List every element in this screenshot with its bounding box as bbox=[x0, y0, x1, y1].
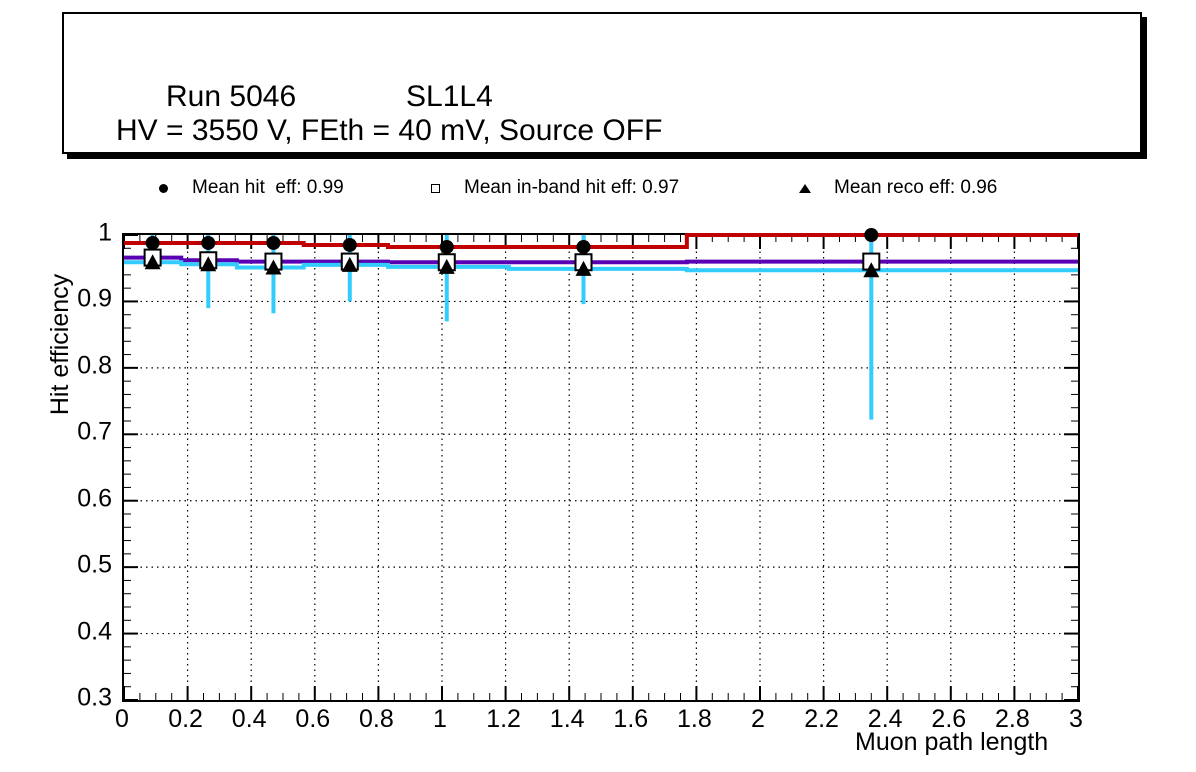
legend: Mean hit eff: 0.99 Mean in-band hit eff:… bbox=[124, 168, 1054, 208]
marker-reco-eff bbox=[144, 254, 161, 270]
data-markers bbox=[143, 228, 881, 278]
x-tick-label: 0.6 bbox=[295, 705, 331, 733]
x-tick-label: 2.2 bbox=[804, 705, 839, 733]
title-superlayer: SL1L4 bbox=[406, 80, 493, 113]
marker-hit-eff bbox=[145, 235, 160, 250]
series-line bbox=[124, 233, 1078, 249]
x-tick-label: 0.8 bbox=[359, 705, 394, 733]
x-tick-label: 2 bbox=[751, 705, 765, 733]
x-tick-label: 0.4 bbox=[231, 705, 267, 733]
x-tick-label: 1 bbox=[433, 705, 447, 733]
marker-hit-eff bbox=[576, 239, 591, 254]
title-box: Run 5046 SL1L4 HV = 3550 V, FEth = 40 mV,… bbox=[62, 12, 1142, 154]
marker-reco-eff bbox=[341, 256, 358, 272]
marker-reco-eff bbox=[438, 258, 455, 274]
y-tick-label: 0.9 bbox=[77, 284, 112, 313]
y-tick-label: 0.5 bbox=[77, 550, 112, 579]
y-axis-tick-labels: 0.3 0.4 0.5 0.6 0.7 0.8 0.9 1 bbox=[0, 0, 112, 772]
filled-circle-marker-icon bbox=[152, 183, 174, 193]
y-tick-label: 0.3 bbox=[77, 683, 112, 712]
x-tick-label: 0 bbox=[115, 705, 129, 733]
marker-hit-eff bbox=[864, 228, 879, 242]
legend-entry-reco-eff: Mean reco eff: 0.96 bbox=[794, 168, 997, 208]
x-tick-label: 1.4 bbox=[549, 705, 585, 733]
marker-reco-eff bbox=[863, 262, 880, 278]
marker-hit-eff bbox=[439, 239, 454, 254]
y-tick-label: 0.8 bbox=[77, 351, 112, 380]
y-tick-label: 0.7 bbox=[77, 417, 112, 446]
x-tick-label: 3 bbox=[1069, 705, 1083, 733]
x-tick-label: 1.6 bbox=[613, 705, 649, 733]
marker-hit-eff bbox=[201, 235, 216, 250]
legend-label-hit-eff: Mean hit eff: 0.99 bbox=[192, 177, 344, 198]
x-tick-label: 2.8 bbox=[995, 705, 1030, 733]
marker-reco-eff bbox=[200, 256, 217, 272]
marker-hit-eff bbox=[342, 237, 357, 252]
marker-reco-eff bbox=[575, 260, 592, 276]
grid-lines bbox=[124, 235, 1078, 700]
y-axis-title: Hit efficiency bbox=[46, 273, 75, 416]
axis-ticks bbox=[123, 234, 1079, 701]
plot-svg bbox=[123, 228, 1079, 701]
marker-hit-eff bbox=[266, 235, 281, 250]
x-tick-label: 2.6 bbox=[931, 705, 967, 733]
x-tick-label: 0.2 bbox=[168, 705, 203, 733]
legend-label-reco-eff: Mean reco eff: 0.96 bbox=[834, 177, 998, 198]
x-tick-label: 2.4 bbox=[867, 705, 903, 733]
legend-entry-inband-hit-eff: Mean in-band hit eff: 0.97 bbox=[424, 168, 679, 208]
x-tick-label: 1.8 bbox=[677, 705, 712, 733]
title-run-number: Run 5046 bbox=[166, 80, 297, 113]
open-square-marker-icon bbox=[424, 183, 446, 193]
legend-label-inband-hit-eff: Mean in-band hit eff: 0.97 bbox=[464, 177, 680, 198]
plot-frame bbox=[122, 228, 1080, 702]
legend-entry-hit-eff: Mean hit eff: 0.99 bbox=[152, 168, 344, 208]
x-axis-title: Muon path length bbox=[855, 728, 1049, 756]
y-tick-label: 1 bbox=[98, 218, 112, 247]
x-tick-label: 1.2 bbox=[486, 705, 521, 733]
title-line-conditions: HV = 3550 V, FEth = 40 mV, Source OFF bbox=[116, 114, 663, 147]
marker-reco-eff bbox=[265, 259, 282, 275]
y-tick-label: 0.6 bbox=[77, 484, 112, 513]
title-line-run-sl: Run 5046 SL1L4 bbox=[116, 46, 493, 148]
filled-triangle-marker-icon bbox=[794, 183, 816, 193]
y-tick-label: 0.4 bbox=[77, 617, 112, 646]
